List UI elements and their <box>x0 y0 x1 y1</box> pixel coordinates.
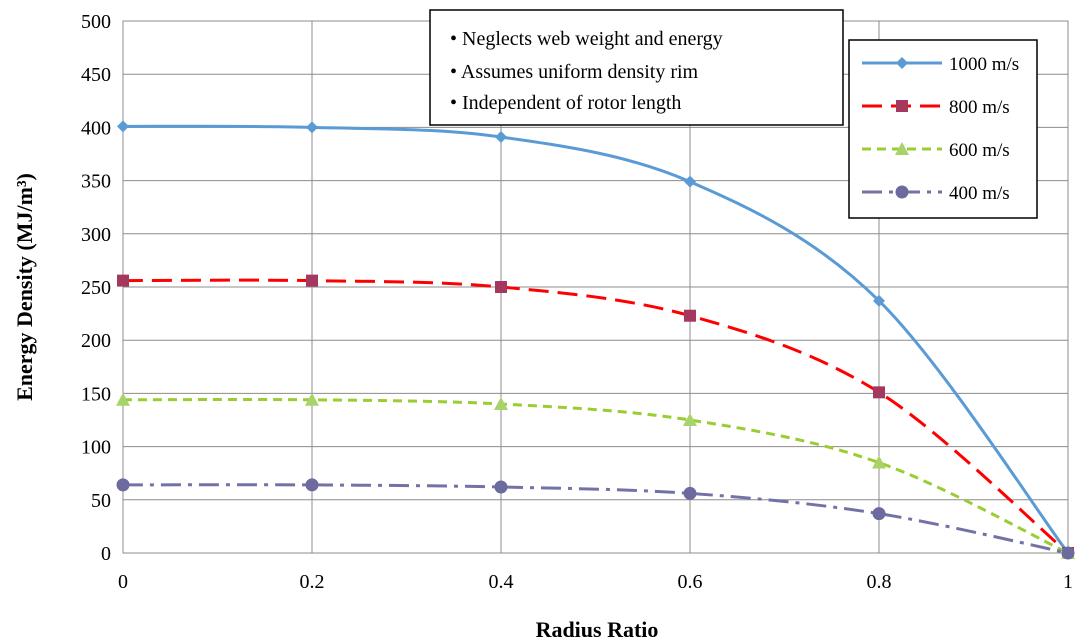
y-tick-label: 100 <box>81 437 111 459</box>
legend-marker <box>896 57 908 69</box>
data-point <box>306 274 318 287</box>
legend-item: 800 m/s <box>862 97 1010 118</box>
x-axis-ticks: 0 0.2 0.4 0.6 0.8 1 <box>118 571 1073 593</box>
series-line <box>122 278 1069 555</box>
y-tick-label: 250 <box>81 277 111 299</box>
data-point <box>872 455 886 469</box>
legend-label: 600 m/s <box>949 140 1010 161</box>
legend-marker <box>895 142 909 155</box>
data-point <box>684 175 696 188</box>
y-tick-label: 300 <box>81 224 111 246</box>
x-tick-label: 0.4 <box>489 571 514 593</box>
data-point <box>117 120 129 133</box>
data-point <box>116 478 130 492</box>
data-point <box>684 309 696 322</box>
y-axis-title: Energy Density (MJ/m³) <box>12 173 37 401</box>
data-point <box>872 507 886 521</box>
data-point <box>494 480 508 494</box>
y-tick-label: 500 <box>81 11 111 33</box>
data-point <box>683 413 697 426</box>
legend-label: 400 m/s <box>949 183 1010 204</box>
series-line <box>122 397 1069 555</box>
legend: 1000 m/s 800 m/s 600 m/s 400 m/s <box>848 39 1038 219</box>
data-point <box>305 392 319 406</box>
legend-label: 800 m/s <box>949 97 1010 118</box>
legend-item: 600 m/s <box>862 140 1010 161</box>
data-point <box>494 397 508 411</box>
y-tick-label: 50 <box>91 490 111 512</box>
y-tick-label: 200 <box>81 330 111 352</box>
data-point <box>873 386 885 399</box>
series-1 <box>117 274 1074 559</box>
data-point <box>1061 546 1075 560</box>
annotation-line-1: • Neglects web weight and energy <box>450 28 723 50</box>
data-point <box>683 486 697 500</box>
x-axis-title: Radius Ratio <box>536 617 659 642</box>
data-point <box>117 274 129 287</box>
series-3 <box>116 478 1075 560</box>
y-tick-label: 350 <box>81 171 111 193</box>
x-tick-label: 0.8 <box>867 571 892 593</box>
legend-marker <box>895 185 909 199</box>
series-line <box>122 483 1069 555</box>
x-tick-label: 0.6 <box>678 571 703 593</box>
y-tick-label: 400 <box>81 117 111 139</box>
annotation-frame <box>429 9 844 126</box>
series-line <box>122 124 1070 554</box>
data-point <box>305 478 319 492</box>
y-tick-label: 150 <box>81 383 111 405</box>
x-tick-label: 1 <box>1063 571 1073 593</box>
legend-item: 400 m/s <box>862 183 1010 204</box>
legend-frame <box>848 39 1038 219</box>
x-tick-label: 0 <box>118 571 128 593</box>
data-point <box>873 294 885 307</box>
legend-item: 1000 m/s <box>862 54 1019 75</box>
data-point <box>116 392 130 406</box>
y-axis-ticks: 0 50 100 150 200 250 300 350 400 450 500 <box>81 11 111 565</box>
data-point <box>495 281 507 293</box>
annotation-line-2: • Assumes uniform density rim <box>450 61 699 83</box>
x-tick-label: 0.2 <box>300 571 325 593</box>
legend-label: 1000 m/s <box>949 54 1019 75</box>
data-point <box>306 121 318 134</box>
annotation-line-3: • Independent of rotor length <box>450 92 681 114</box>
legend-marker <box>896 100 908 112</box>
y-tick-label: 0 <box>101 543 111 565</box>
annotation-box: • Neglects web weight and energy • Assum… <box>429 9 844 126</box>
series-lines <box>116 120 1075 560</box>
data-point <box>495 130 507 143</box>
y-tick-label: 450 <box>81 64 111 86</box>
series-2 <box>116 392 1075 559</box>
